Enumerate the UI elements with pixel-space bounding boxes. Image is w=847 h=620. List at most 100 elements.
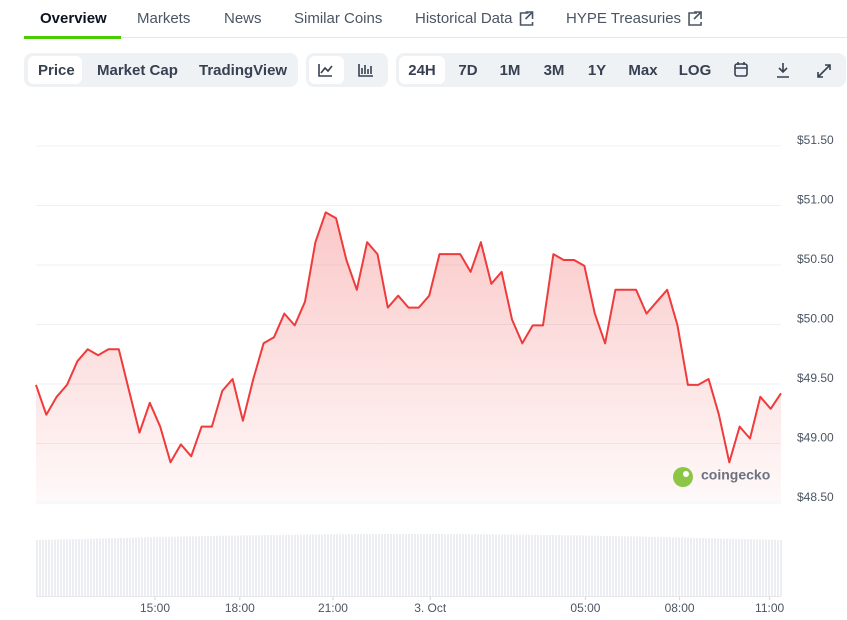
volume-bar (468, 534, 470, 596)
range-button[interactable]: Max (628, 62, 658, 79)
volume-bar (474, 534, 476, 596)
volume-bar (306, 534, 308, 596)
volume-bar (648, 536, 650, 596)
view-button[interactable]: Price (38, 62, 75, 79)
volume-bar (777, 539, 779, 596)
volume-bar (426, 534, 428, 596)
volume-bar (438, 534, 440, 596)
volume-bar (534, 534, 536, 596)
volume-bar (63, 539, 65, 596)
volume-bar (363, 534, 365, 596)
volume-bar (774, 539, 776, 596)
range-button[interactable]: 3M (544, 62, 565, 79)
volume-bar (687, 537, 689, 596)
volume-bar (108, 538, 110, 596)
download-icon[interactable] (777, 63, 789, 78)
volume-bar (411, 534, 413, 596)
volume-bar (708, 538, 710, 596)
volume-bar (327, 534, 329, 596)
volume-bar (630, 536, 632, 596)
tab[interactable]: Overview (40, 10, 107, 27)
tab[interactable]: Similar Coins (294, 10, 382, 27)
volume-bar (147, 537, 149, 596)
volume-bar (381, 534, 383, 596)
volume-bar (168, 536, 170, 596)
volume-bar (402, 534, 404, 596)
volume-bar (486, 534, 488, 596)
volume-bar (246, 535, 248, 596)
x-tick-label: 15:00 (140, 601, 170, 615)
volume-bar (636, 536, 638, 596)
volume-bar (99, 538, 101, 596)
volume-bar (300, 534, 302, 596)
volume-bar (96, 538, 98, 596)
volume-bar (132, 537, 134, 596)
tab[interactable]: News (224, 10, 262, 27)
candle-chart-icon[interactable] (358, 64, 373, 77)
calendar-icon[interactable] (734, 62, 748, 77)
x-tick-label: 11:00 (755, 601, 784, 615)
volume-bar (729, 538, 731, 596)
volume-bar (693, 537, 695, 596)
volume-bar (345, 534, 347, 596)
volume-bar (336, 534, 338, 596)
volume-bar (756, 539, 758, 596)
volume-bar (117, 537, 119, 596)
volume-bar (159, 537, 161, 596)
watermark-logo-eye (683, 471, 689, 477)
volume-bar (585, 535, 587, 596)
range-button[interactable]: 24H (408, 62, 436, 79)
volume-bar (189, 536, 191, 596)
y-tick-label: $50.50 (797, 252, 834, 266)
tab[interactable]: Markets (137, 10, 190, 27)
volume-bar (225, 535, 227, 596)
view-button[interactable]: Market Cap (97, 62, 178, 79)
fullscreen-icon[interactable] (817, 64, 831, 78)
volume-bar (126, 537, 128, 596)
volume-bar (528, 534, 530, 596)
x-tick-label: 18:00 (225, 601, 255, 615)
volume-bar (516, 534, 518, 596)
volume-bar (162, 536, 164, 596)
range-button[interactable]: 7D (458, 62, 477, 79)
volume-bar (342, 534, 344, 596)
price-area (36, 212, 781, 502)
volume-bar (546, 534, 548, 596)
volume-bar (699, 537, 701, 596)
volume-bar (717, 538, 719, 596)
volume-bar (150, 537, 152, 596)
volume-bar (45, 539, 47, 596)
volume-bar (456, 534, 458, 596)
volume-bar (606, 535, 608, 596)
volume-bar (105, 538, 107, 596)
y-tick-label: $51.00 (797, 193, 834, 207)
volume-bar (507, 534, 509, 596)
volume-bar (51, 539, 53, 596)
volume-bar (354, 534, 356, 596)
volume-bar (210, 535, 212, 596)
volume-bar (732, 538, 734, 596)
external-link-icon (519, 11, 534, 26)
volume-bar (192, 536, 194, 596)
volume-bar (669, 537, 671, 596)
volume-bar (531, 534, 533, 596)
active-tab-indicator (24, 36, 121, 39)
volume-bar (273, 534, 275, 596)
volume-bar (207, 536, 209, 596)
volume-bar (258, 535, 260, 596)
line-chart-icon[interactable] (318, 64, 333, 77)
volume-bar (483, 534, 485, 596)
tab[interactable]: HYPE Treasuries (566, 10, 681, 27)
range-button[interactable]: 1Y (588, 62, 606, 79)
range-button[interactable]: 1M (500, 62, 521, 79)
tab[interactable]: Historical Data (415, 10, 513, 27)
volume-bar (66, 539, 68, 596)
view-button[interactable]: TradingView (199, 62, 287, 79)
volume-bar (750, 539, 752, 596)
volume-bar (459, 534, 461, 596)
volume-bar (276, 534, 278, 596)
volume-bar (303, 534, 305, 596)
volume-bar (540, 534, 542, 596)
volume-bar (183, 536, 185, 596)
range-button[interactable]: LOG (679, 62, 712, 79)
